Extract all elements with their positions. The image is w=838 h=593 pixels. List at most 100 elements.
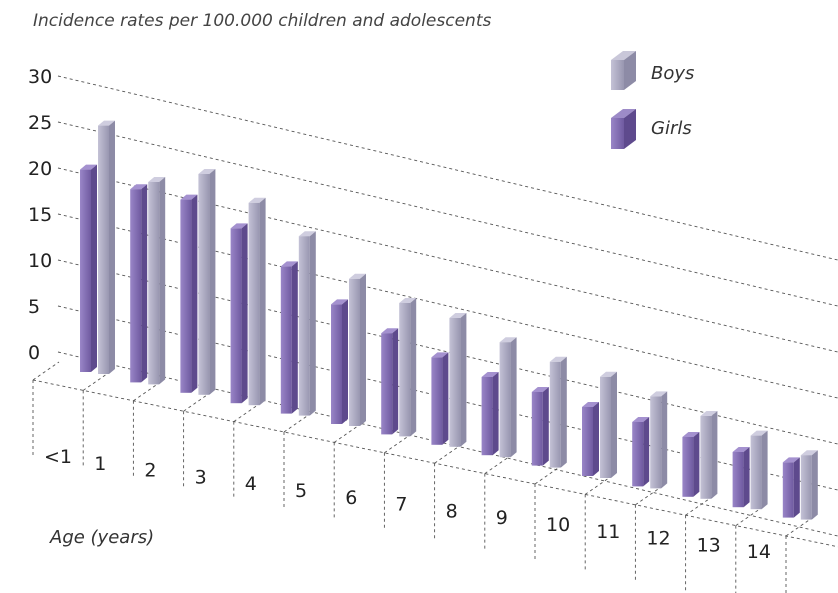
bar-girls-3-side [241, 223, 248, 404]
floor-divider [32, 361, 60, 381]
bar-boys-11-side [661, 391, 668, 489]
bar-boys-3-front [248, 202, 260, 406]
bar-girls-8 [481, 372, 499, 456]
bar-girls-11-front [632, 422, 644, 487]
floor-divider [635, 486, 662, 506]
bar-boys-0-front [98, 125, 109, 374]
bar-girls-2-side [191, 194, 198, 393]
grid-lines [57, 75, 838, 537]
floor-divider [484, 455, 512, 474]
bar-boys-6 [399, 298, 417, 437]
bar-girls-3-top [230, 223, 248, 229]
bar-boys-4-front [298, 236, 310, 416]
bar-boys-0-side [109, 120, 115, 374]
floor-divider [434, 444, 461, 464]
bar-girls-11-side [643, 417, 650, 487]
bar-girls-4-front [280, 266, 292, 414]
bar-girls-2-top [180, 194, 198, 200]
y-tick-label: 30 [28, 66, 52, 88]
bar-boys-2-side [209, 169, 216, 395]
bar-girls-6-side [392, 328, 399, 435]
legend-item-boys: Boys [611, 51, 694, 90]
bar-girls-13-side [743, 447, 750, 508]
bar-boys-12-side [711, 411, 718, 499]
bar-boys-12 [700, 411, 718, 499]
bar-girls-0-top [80, 164, 97, 170]
bar-girls-6-top [381, 328, 399, 334]
bar-boys-10 [600, 371, 617, 478]
bar-girls-7 [431, 352, 449, 445]
bar-girls-13-top [732, 447, 750, 452]
bar-boys-2-top [198, 169, 216, 174]
bar-girls-14-top [782, 457, 800, 463]
bar-boys-8 [499, 337, 517, 458]
x-tick-label: 2 [144, 460, 156, 482]
bar-girls-4-top [280, 261, 298, 267]
bar-boys-11-top [650, 391, 668, 397]
floor-divider [534, 465, 562, 485]
floor-divider [183, 392, 210, 412]
bar-boys-1-front [148, 182, 160, 385]
bar-boys-5-top [349, 273, 366, 279]
bar-girls-12-front [682, 437, 694, 497]
bar-girls-7-top [431, 352, 449, 358]
bar-boys-7-front [449, 318, 461, 447]
bar-boys-14-top [800, 450, 818, 456]
y-tick-label: 10 [28, 250, 52, 272]
bar-boys-4-side [309, 231, 316, 416]
x-tick-label: 3 [195, 466, 207, 488]
bar-girls-4 [280, 261, 298, 414]
bar-girls-9 [531, 387, 549, 466]
bar-boys-7 [449, 313, 467, 447]
bar-girls-10-side [593, 402, 599, 476]
legend-swatch-boys [611, 60, 624, 90]
bar-girls-8-front [481, 377, 493, 456]
bar-boys-8-front [499, 342, 511, 458]
bar-boys-11 [650, 391, 668, 489]
bar-boys-10-top [600, 371, 617, 377]
bar-girls-8-side [492, 372, 499, 456]
bar-girls-14-front [782, 462, 794, 518]
bar-girls-3 [230, 223, 248, 404]
bar-girls-12-side [693, 432, 700, 497]
bar-boys-3 [248, 197, 266, 406]
floor-divider [685, 496, 712, 516]
bar-boys-3-side [259, 197, 266, 406]
bar-girls-0 [80, 164, 97, 372]
bar-girls-8-top [481, 372, 499, 377]
x-tick-label: 1 [94, 453, 106, 475]
bar-girls-13 [732, 447, 750, 508]
bar-boys-14-front [800, 455, 812, 520]
legend: Boys Girls [611, 51, 694, 149]
bar-girls-2 [180, 194, 198, 393]
floor-divider [735, 507, 763, 526]
legend-label-girls: Girls [651, 118, 692, 139]
bar-girls-1-front [130, 189, 142, 383]
bar-girls-10-top [582, 402, 599, 407]
y-tick-label: 5 [28, 296, 40, 318]
floor-divider [584, 476, 612, 495]
bar-boys-9 [549, 356, 567, 468]
bar-girls-6-front [381, 333, 393, 435]
x-tick-label: 5 [295, 480, 307, 502]
bar-girls-12 [682, 432, 700, 497]
bar-girls-9-front [531, 392, 543, 466]
bar-girls-13-front [732, 452, 744, 508]
bar-girls-4-side [291, 261, 298, 414]
bar-girls-2-front [180, 199, 192, 393]
bar-boys-2 [198, 169, 216, 395]
floor-divider [82, 372, 110, 391]
x-tick-label: 4 [245, 473, 257, 495]
bar-girls-12-top [682, 432, 700, 437]
bar-boys-6-side [410, 298, 417, 437]
bar-boys-13-side [761, 430, 768, 510]
bar-boys-1 [148, 177, 166, 385]
x-axis-ticks: <1 1 2 3 4 5 6 7 8 9 10 11 12 13 14 [44, 446, 771, 563]
y-tick-label: 15 [28, 204, 52, 226]
bar-boys-12-top [700, 411, 718, 416]
y-tick-label: 20 [28, 158, 52, 180]
bar-boys-8-top [499, 337, 517, 343]
bar-boys-4 [298, 231, 316, 416]
bar-girls-10-front [582, 407, 593, 476]
